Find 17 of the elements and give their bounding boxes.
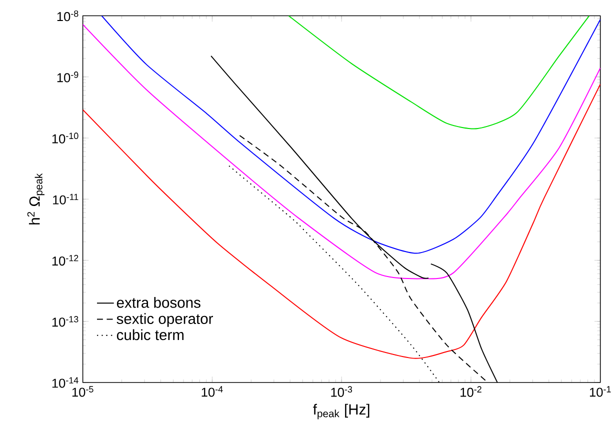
- y-tick-label: 10$^{-8}$: [57, 10, 78, 22]
- legend-label: extra bosons: [116, 297, 200, 308]
- x-axis-title: f$_{peak}$ [Hz]: [313, 404, 370, 420]
- x-tick-label: 10$^{-5}$: [72, 386, 94, 397]
- legend-label: sextic operator: [116, 313, 213, 328]
- x-tick-label: 10$^{-1}$: [590, 386, 611, 397]
- y-tick-label: 10$^{-14}$: [52, 377, 78, 388]
- y-tick-label: 10$^{-11}$: [53, 194, 78, 205]
- x-tick-label: 10$^{-2}$: [460, 386, 482, 398]
- y-axis-title: h$^{2}$ Ω$_{peak}$: [27, 174, 44, 225]
- y-tick-label: 10$^{-9}$: [57, 72, 78, 82]
- y-tick-label: 10$^{-10}$: [52, 132, 78, 144]
- y-tick-label: 10$^{-13}$: [52, 316, 78, 327]
- legend-label: cubic term: [116, 329, 184, 340]
- x-tick-label: 10$^{-4}$: [202, 386, 223, 397]
- y-tick-label: 10$^{-12}$: [52, 255, 78, 266]
- x-tick-label: 10$^{-3}$: [331, 386, 352, 398]
